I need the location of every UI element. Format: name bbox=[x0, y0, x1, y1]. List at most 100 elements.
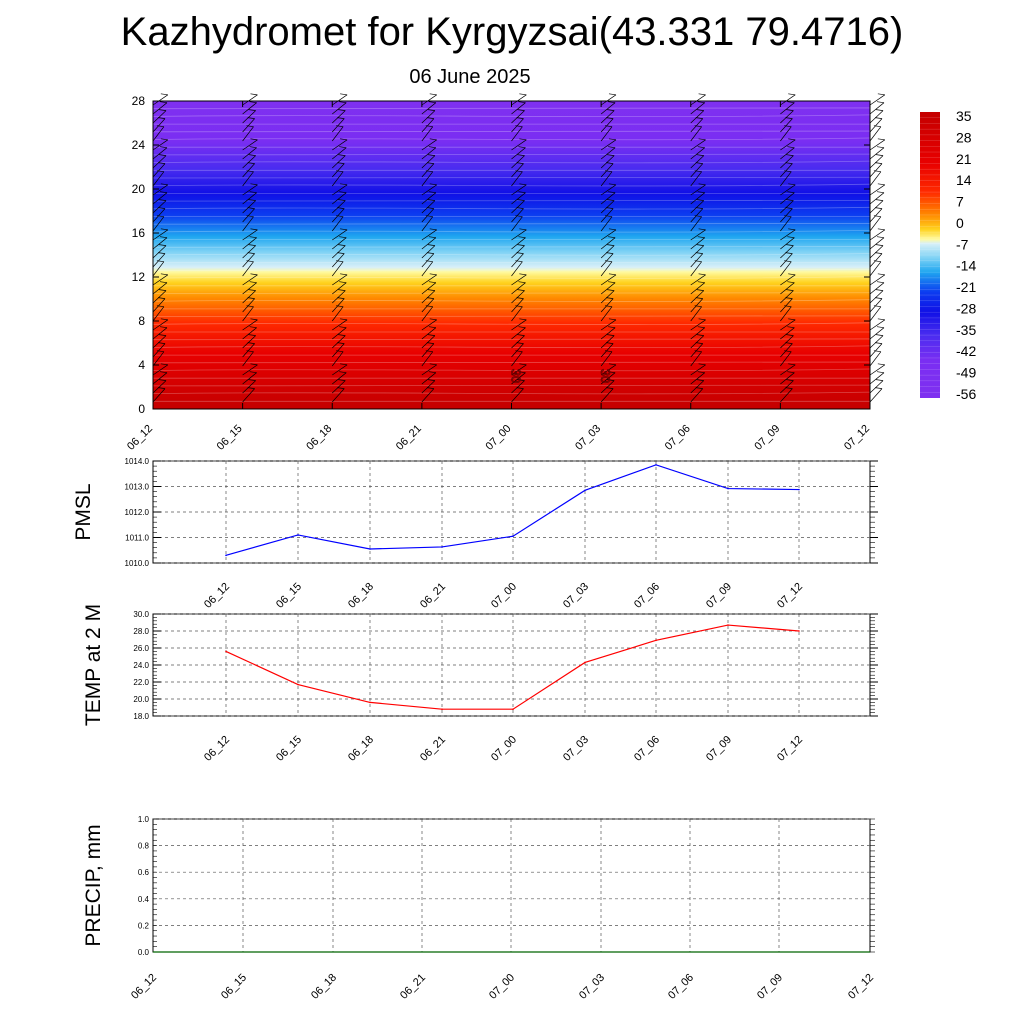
wind-barb bbox=[242, 388, 255, 403]
wind-barb-flag bbox=[785, 252, 793, 254]
wind-barb bbox=[511, 335, 525, 349]
wind-barb-flag bbox=[877, 138, 885, 141]
wind-barb bbox=[152, 208, 166, 223]
wind-barb bbox=[869, 192, 885, 205]
wind-barb-flag bbox=[337, 252, 345, 254]
wind-barb-flag bbox=[695, 207, 703, 209]
wind-barb-flag bbox=[787, 371, 795, 374]
x-tick-label: 06_15 bbox=[274, 581, 304, 611]
wind-barb-flag bbox=[336, 170, 344, 173]
wind-barb bbox=[331, 388, 345, 403]
wind-barb bbox=[511, 351, 523, 367]
wind-barb-flag bbox=[517, 109, 525, 111]
wind-barb-flag bbox=[874, 162, 883, 164]
wind-barb bbox=[511, 208, 524, 223]
wind-barb bbox=[331, 351, 344, 367]
wind-barb-flag bbox=[604, 125, 613, 128]
x-tick-label: 07_12 bbox=[775, 734, 805, 764]
wind-barb bbox=[600, 298, 614, 313]
wind-barb bbox=[331, 298, 345, 313]
wind-barb-flag bbox=[340, 138, 348, 141]
wind-barb-flag bbox=[874, 117, 883, 119]
wind-barb bbox=[600, 237, 616, 250]
wind-barb bbox=[780, 364, 796, 376]
wind-barb-flag bbox=[697, 191, 705, 194]
wind-barb-flag bbox=[249, 146, 257, 149]
wind-barb bbox=[600, 290, 615, 304]
wind-barb-flag bbox=[156, 170, 164, 173]
wind-barb-flag bbox=[340, 183, 348, 186]
wind-barb bbox=[600, 343, 614, 358]
contour-line bbox=[152, 230, 871, 233]
wind-barb bbox=[152, 229, 169, 241]
wind-barb-flag bbox=[873, 350, 881, 353]
temp2m-panel: 18.0 20.0 22.0 24.0 26.0 28.0 30.0 06_12 06_15 06… bbox=[82, 604, 878, 764]
wind-barb-flag bbox=[875, 379, 884, 381]
wind-barb bbox=[152, 110, 167, 124]
wind-barb bbox=[600, 110, 615, 124]
wind-barb bbox=[242, 253, 255, 268]
wind-barb-flag bbox=[608, 138, 617, 141]
wind-barb bbox=[152, 253, 166, 268]
wind-barb-flag bbox=[698, 363, 706, 366]
wind-barb bbox=[152, 319, 169, 331]
wind-barb-flag bbox=[784, 305, 792, 308]
x-tick-label: 07_00 bbox=[487, 972, 517, 1002]
wind-barb bbox=[869, 200, 884, 214]
wind-barb bbox=[869, 171, 882, 187]
y-tick-label: 1011.0 bbox=[125, 534, 149, 543]
wind-barb bbox=[331, 126, 344, 142]
colorbar-label: 35 bbox=[956, 108, 972, 124]
wind-barb bbox=[152, 155, 167, 169]
wind-barb bbox=[780, 253, 793, 268]
wind-barb bbox=[780, 335, 794, 349]
wind-barb-flag bbox=[336, 350, 344, 353]
wind-barb-flag bbox=[606, 207, 614, 209]
data-point bbox=[441, 708, 443, 710]
wind-barb bbox=[242, 208, 255, 223]
wind-barb bbox=[869, 380, 884, 394]
wind-barb bbox=[511, 253, 524, 268]
wind-barb bbox=[690, 208, 704, 223]
contour-line bbox=[152, 368, 871, 372]
wind-barb-flag bbox=[519, 228, 527, 231]
wind-barb bbox=[421, 94, 437, 106]
wind-barb-flag bbox=[247, 387, 255, 389]
wind-barb-flag bbox=[429, 93, 437, 96]
wind-barb-flag bbox=[698, 273, 706, 276]
wind-barb-flag bbox=[787, 326, 795, 329]
wind-barb-flag bbox=[160, 93, 168, 96]
wind-barb-flag bbox=[876, 281, 885, 284]
wind-barb bbox=[690, 118, 704, 133]
wind-barb bbox=[421, 327, 437, 340]
wind-barb-flag bbox=[515, 350, 523, 353]
x-tick-label: 06_21 bbox=[418, 734, 448, 764]
wind-barb bbox=[242, 229, 258, 241]
wind-barb bbox=[242, 380, 256, 394]
wind-barb-flag bbox=[428, 326, 436, 329]
wind-barb bbox=[421, 351, 434, 367]
y-tick-label: 30.0 bbox=[133, 610, 149, 619]
wind-barb bbox=[780, 274, 796, 286]
colorbar: 35 28 21 14 7 0 -7 -14 -21 -28 -35 -42 -49 -56 bbox=[920, 108, 976, 402]
wind-barb bbox=[869, 126, 882, 142]
wind-barb bbox=[421, 192, 437, 205]
wind-barb bbox=[421, 229, 437, 241]
wind-barb-flag bbox=[875, 334, 884, 336]
wind-barb bbox=[242, 163, 255, 178]
wind-barb bbox=[331, 253, 345, 268]
x-tick-label: 07_12 bbox=[775, 581, 805, 611]
wind-barb bbox=[242, 139, 258, 151]
wind-barb-flag bbox=[786, 244, 794, 246]
wind-barb bbox=[869, 306, 882, 322]
wind-barb bbox=[242, 335, 256, 349]
colorbar-label: -14 bbox=[956, 258, 976, 274]
wind-barb-flag bbox=[788, 363, 796, 366]
wind-barb bbox=[690, 364, 706, 376]
wind-barb-flag bbox=[608, 93, 617, 96]
wind-barb-flag bbox=[250, 138, 258, 141]
wind-barb bbox=[690, 192, 705, 205]
wind-barb-flag bbox=[877, 318, 885, 321]
wind-barb bbox=[869, 208, 883, 223]
wind-barb bbox=[600, 319, 617, 331]
